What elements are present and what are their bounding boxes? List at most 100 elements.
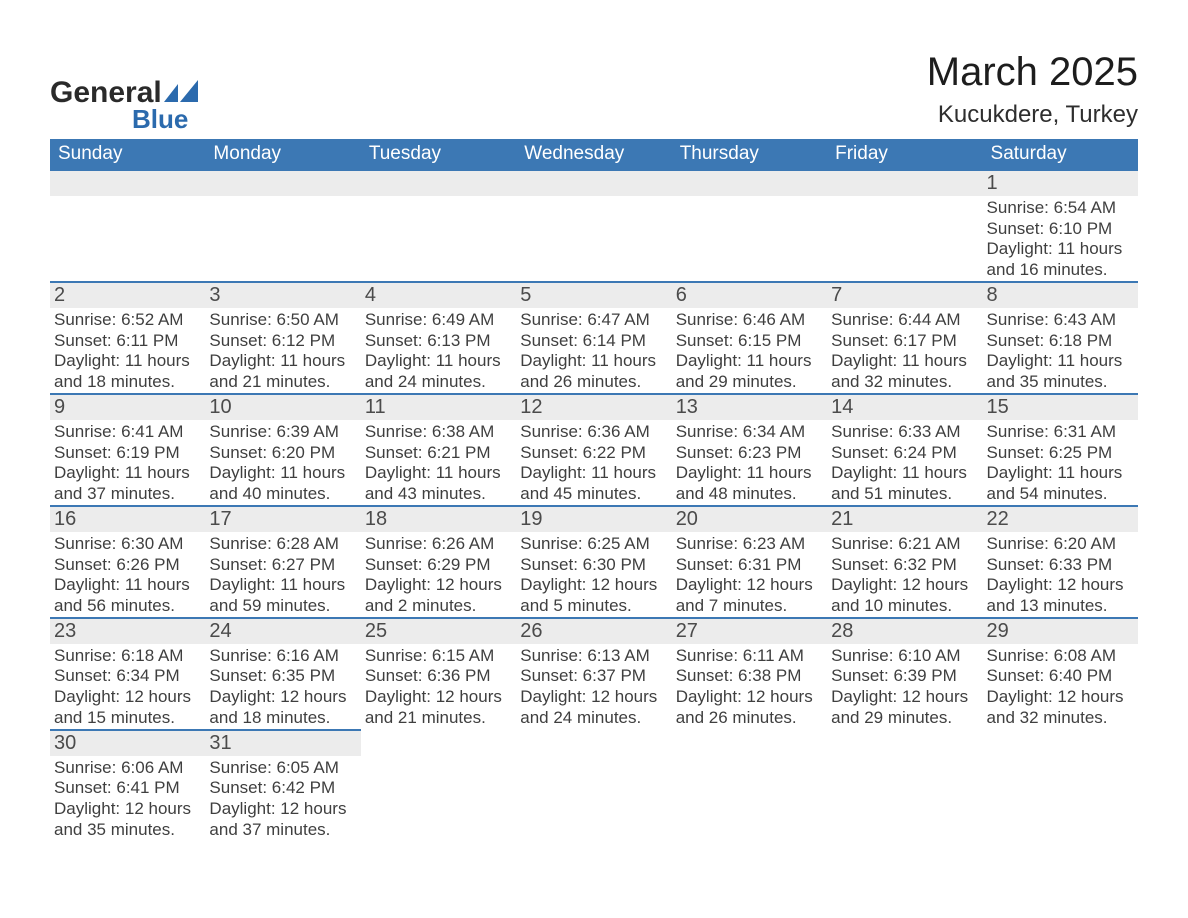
day-info: Sunrise: 6:13 AMSunset: 6:37 PMDaylight:… [516, 644, 671, 729]
sunset-text: Sunset: 6:33 PM [987, 555, 1134, 576]
daylight-text: Daylight: 11 hours and 16 minutes. [987, 239, 1134, 280]
sunset-text: Sunset: 6:10 PM [987, 219, 1134, 240]
calendar-week: 9Sunrise: 6:41 AMSunset: 6:19 PMDaylight… [50, 393, 1138, 505]
calendar-cell [205, 169, 360, 281]
day-info: Sunrise: 6:16 AMSunset: 6:35 PMDaylight:… [205, 644, 360, 729]
day-info: Sunrise: 6:31 AMSunset: 6:25 PMDaylight:… [983, 420, 1138, 505]
sunrise-text: Sunrise: 6:20 AM [987, 534, 1134, 555]
day-info: Sunrise: 6:21 AMSunset: 6:32 PMDaylight:… [827, 532, 982, 617]
day-info: Sunrise: 6:44 AMSunset: 6:17 PMDaylight:… [827, 308, 982, 393]
location-subtitle: Kucukdere, Turkey [50, 101, 1138, 129]
calendar-week: 16Sunrise: 6:30 AMSunset: 6:26 PMDayligh… [50, 505, 1138, 617]
calendar-cell: 18Sunrise: 6:26 AMSunset: 6:29 PMDayligh… [361, 505, 516, 617]
daylight-text: Daylight: 11 hours and 32 minutes. [831, 351, 978, 392]
sunset-text: Sunset: 6:41 PM [54, 778, 201, 799]
header-right: March 2025 Kucukdere, Turkey [50, 50, 1138, 129]
day-header: Sunday [50, 139, 205, 169]
sunset-text: Sunset: 6:40 PM [987, 666, 1134, 687]
calendar-cell: 20Sunrise: 6:23 AMSunset: 6:31 PMDayligh… [672, 505, 827, 617]
day-number: 15 [983, 393, 1138, 420]
day-number: 20 [672, 505, 827, 532]
day-number: 1 [983, 169, 1138, 196]
calendar-cell: 7Sunrise: 6:44 AMSunset: 6:17 PMDaylight… [827, 281, 982, 393]
daylight-text: Daylight: 11 hours and 35 minutes. [987, 351, 1134, 392]
daylight-text: Daylight: 11 hours and 51 minutes. [831, 463, 978, 504]
sunrise-text: Sunrise: 6:18 AM [54, 646, 201, 667]
day-number: 26 [516, 617, 671, 644]
sunrise-text: Sunrise: 6:49 AM [365, 310, 512, 331]
empty-spacer [672, 196, 827, 281]
day-number: 25 [361, 617, 516, 644]
sunset-text: Sunset: 6:42 PM [209, 778, 356, 799]
calendar-cell [672, 169, 827, 281]
sunrise-text: Sunrise: 6:44 AM [831, 310, 978, 331]
sunrise-text: Sunrise: 6:52 AM [54, 310, 201, 331]
day-info: Sunrise: 6:39 AMSunset: 6:20 PMDaylight:… [205, 420, 360, 505]
daylight-text: Daylight: 12 hours and 32 minutes. [987, 687, 1134, 728]
sunset-text: Sunset: 6:14 PM [520, 331, 667, 352]
daylight-text: Daylight: 12 hours and 5 minutes. [520, 575, 667, 616]
sunrise-text: Sunrise: 6:47 AM [520, 310, 667, 331]
daylight-text: Daylight: 12 hours and 35 minutes. [54, 799, 201, 840]
sunrise-text: Sunrise: 6:36 AM [520, 422, 667, 443]
sunrise-text: Sunrise: 6:38 AM [365, 422, 512, 443]
daylight-text: Daylight: 12 hours and 7 minutes. [676, 575, 823, 616]
calendar-cell: 25Sunrise: 6:15 AMSunset: 6:36 PMDayligh… [361, 617, 516, 729]
day-number: 9 [50, 393, 205, 420]
calendar-cell: 27Sunrise: 6:11 AMSunset: 6:38 PMDayligh… [672, 617, 827, 729]
day-number: 21 [827, 505, 982, 532]
empty-spacer [205, 196, 360, 281]
calendar-week: 1Sunrise: 6:54 AMSunset: 6:10 PMDaylight… [50, 169, 1138, 281]
sunset-text: Sunset: 6:13 PM [365, 331, 512, 352]
day-number: 5 [516, 281, 671, 308]
empty-day-bar [50, 169, 205, 196]
calendar-cell: 17Sunrise: 6:28 AMSunset: 6:27 PMDayligh… [205, 505, 360, 617]
day-info: Sunrise: 6:05 AMSunset: 6:42 PMDaylight:… [205, 756, 360, 841]
day-info: Sunrise: 6:06 AMSunset: 6:41 PMDaylight:… [50, 756, 205, 841]
calendar-cell: 23Sunrise: 6:18 AMSunset: 6:34 PMDayligh… [50, 617, 205, 729]
calendar-cell: 12Sunrise: 6:36 AMSunset: 6:22 PMDayligh… [516, 393, 671, 505]
day-info: Sunrise: 6:20 AMSunset: 6:33 PMDaylight:… [983, 532, 1138, 617]
day-number: 11 [361, 393, 516, 420]
sunrise-text: Sunrise: 6:30 AM [54, 534, 201, 555]
calendar-cell: 5Sunrise: 6:47 AMSunset: 6:14 PMDaylight… [516, 281, 671, 393]
daylight-text: Daylight: 11 hours and 54 minutes. [987, 463, 1134, 504]
daylight-text: Daylight: 11 hours and 56 minutes. [54, 575, 201, 616]
day-number: 4 [361, 281, 516, 308]
daylight-text: Daylight: 12 hours and 26 minutes. [676, 687, 823, 728]
day-number: 31 [205, 729, 360, 756]
calendar-cell [672, 729, 827, 841]
calendar-cell: 29Sunrise: 6:08 AMSunset: 6:40 PMDayligh… [983, 617, 1138, 729]
daylight-text: Daylight: 11 hours and 29 minutes. [676, 351, 823, 392]
sunrise-text: Sunrise: 6:16 AM [209, 646, 356, 667]
calendar-body: 1Sunrise: 6:54 AMSunset: 6:10 PMDaylight… [50, 169, 1138, 841]
calendar-cell: 21Sunrise: 6:21 AMSunset: 6:32 PMDayligh… [827, 505, 982, 617]
calendar-cell: 26Sunrise: 6:13 AMSunset: 6:37 PMDayligh… [516, 617, 671, 729]
day-info: Sunrise: 6:18 AMSunset: 6:34 PMDaylight:… [50, 644, 205, 729]
calendar-cell [50, 169, 205, 281]
daylight-text: Daylight: 11 hours and 45 minutes. [520, 463, 667, 504]
sunset-text: Sunset: 6:29 PM [365, 555, 512, 576]
day-info: Sunrise: 6:50 AMSunset: 6:12 PMDaylight:… [205, 308, 360, 393]
day-header: Thursday [672, 139, 827, 169]
day-number: 28 [827, 617, 982, 644]
daylight-text: Daylight: 12 hours and 15 minutes. [54, 687, 201, 728]
day-info: Sunrise: 6:34 AMSunset: 6:23 PMDaylight:… [672, 420, 827, 505]
sunrise-text: Sunrise: 6:06 AM [54, 758, 201, 779]
calendar-cell: 6Sunrise: 6:46 AMSunset: 6:15 PMDaylight… [672, 281, 827, 393]
day-number: 10 [205, 393, 360, 420]
page-title: March 2025 [50, 50, 1138, 95]
daylight-text: Daylight: 11 hours and 21 minutes. [209, 351, 356, 392]
calendar-cell [827, 729, 982, 841]
day-number: 8 [983, 281, 1138, 308]
sunrise-text: Sunrise: 6:25 AM [520, 534, 667, 555]
empty-day-bar [516, 169, 671, 196]
calendar-table: SundayMondayTuesdayWednesdayThursdayFrid… [50, 139, 1138, 841]
sunrise-text: Sunrise: 6:46 AM [676, 310, 823, 331]
calendar-cell [516, 729, 671, 841]
calendar-cell: 13Sunrise: 6:34 AMSunset: 6:23 PMDayligh… [672, 393, 827, 505]
calendar-week: 2Sunrise: 6:52 AMSunset: 6:11 PMDaylight… [50, 281, 1138, 393]
calendar-cell: 24Sunrise: 6:16 AMSunset: 6:35 PMDayligh… [205, 617, 360, 729]
day-number: 30 [50, 729, 205, 756]
daylight-text: Daylight: 11 hours and 40 minutes. [209, 463, 356, 504]
